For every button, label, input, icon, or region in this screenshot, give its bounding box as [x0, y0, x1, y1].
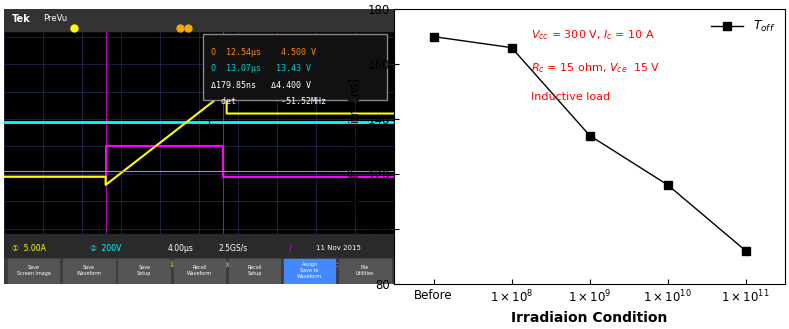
Bar	[339, 259, 391, 283]
Text: 5.60V: 5.60V	[289, 260, 312, 269]
Bar	[8, 259, 59, 283]
Text: Assign
Save to
Waveform: Assign Save to Waveform	[297, 262, 322, 279]
Bar	[229, 259, 280, 283]
Text: Save
Waveform: Save Waveform	[77, 265, 102, 276]
Text: Save
Setup: Save Setup	[137, 265, 151, 276]
Text: 2.5GS/s: 2.5GS/s	[219, 243, 248, 253]
Bar	[4, 258, 394, 284]
Text: 11 Nov 2015: 11 Nov 2015	[316, 245, 361, 251]
Text: PreVu: PreVu	[43, 14, 67, 23]
Text: Δ179.85ns   Δ4.400 V: Δ179.85ns Δ4.400 V	[211, 81, 311, 89]
Text: O  13.07μs   13.43 V: O 13.07μs 13.43 V	[211, 64, 311, 73]
Bar	[4, 9, 394, 31]
Bar	[118, 259, 170, 283]
Text: Tek: Tek	[12, 14, 31, 24]
Text: File
Utilities: File Utilities	[356, 265, 374, 276]
Bar	[63, 259, 114, 283]
Text: ①▶12.72000μs: ①▶12.72000μs	[168, 261, 222, 268]
Text: ②  200V: ② 200V	[90, 243, 122, 253]
Text: Save
Screen Image: Save Screen Image	[17, 265, 50, 276]
Text: det         -51.52MHz: det -51.52MHz	[211, 97, 326, 106]
Text: 10M points: 10M points	[219, 262, 257, 267]
Text: Inductive load: Inductive load	[531, 91, 610, 102]
Text: ①  5.00A: ① 5.00A	[12, 243, 46, 253]
Bar	[284, 259, 335, 283]
Text: $R_c$ = 15 ohm, $V_{ce}$  15 V: $R_c$ = 15 ohm, $V_{ce}$ 15 V	[531, 61, 660, 75]
Text: 4.00μs: 4.00μs	[168, 243, 194, 253]
FancyBboxPatch shape	[204, 34, 387, 100]
Bar	[4, 234, 394, 284]
Text: Recall
Waveform: Recall Waveform	[187, 265, 212, 276]
Text: 18:24:16: 18:24:16	[316, 262, 348, 267]
Y-axis label: Turn-off delay Time[ns]: Turn-off delay Time[ns]	[349, 78, 361, 215]
X-axis label: Irradiaion Condition: Irradiaion Condition	[511, 311, 667, 325]
Text: O  12.54μs    4.500 V: O 12.54μs 4.500 V	[211, 48, 316, 57]
Text: ①  200V: ① 200V	[12, 260, 43, 269]
Bar	[174, 259, 225, 283]
Text: $V_{cc}$ = 300 V, $I_c$ = 10 A: $V_{cc}$ = 300 V, $I_c$ = 10 A	[531, 28, 655, 42]
Legend: $T_{off}$: $T_{off}$	[708, 15, 779, 38]
Text: /: /	[289, 243, 292, 253]
Text: Recall
Setup: Recall Setup	[247, 265, 262, 276]
